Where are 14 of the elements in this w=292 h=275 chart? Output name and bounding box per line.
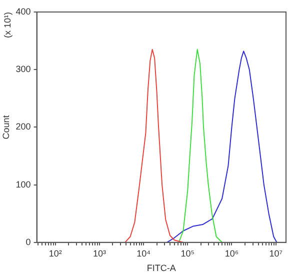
- x-tick-label: 10⁵: [180, 248, 195, 258]
- y-tick-label: 0: [26, 236, 31, 247]
- x-tick-label: 10⁷: [269, 248, 282, 258]
- y-tick-label: 200: [16, 122, 31, 132]
- x-tick-label: 10²: [48, 248, 62, 258]
- y-axis-title: Count: [0, 114, 11, 140]
- y-tick-label: 100: [16, 179, 31, 190]
- y-tick-label: 400: [16, 6, 31, 16]
- x-axis-title: FITC-A: [146, 263, 176, 274]
- x-tick-label: 10⁴: [136, 248, 151, 258]
- x-tick-label: 10⁶: [224, 248, 239, 258]
- x-tick-label: 10³: [92, 248, 106, 258]
- text: (x 10¹): [2, 12, 12, 38]
- y-tick-label: 300: [16, 64, 31, 74]
